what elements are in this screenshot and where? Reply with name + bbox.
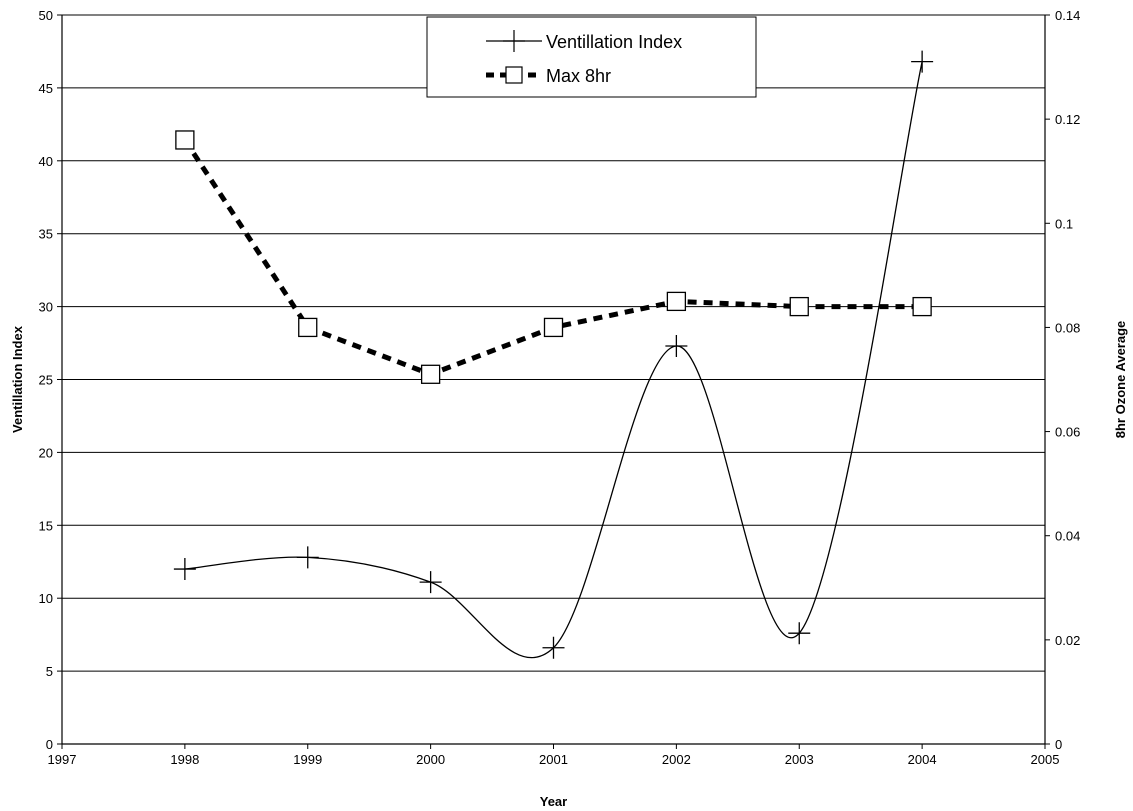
axes: 0 5 10 15 20 25 30 35 40 45 50 0 0.02 0.04 0.06 0.08 0.1… xyxy=(39,8,1081,767)
y-tick-label: 50 xyxy=(39,8,53,23)
legend-label-max-8hr: Max 8hr xyxy=(546,66,611,86)
data-point-max-8hr xyxy=(666,291,687,312)
legend-box xyxy=(426,16,757,98)
y2-tick-label: 0.1 xyxy=(1055,216,1073,231)
data-point-max-8hr xyxy=(543,317,564,338)
y2-tick-label: 0.04 xyxy=(1055,529,1080,544)
y-tick-label: 15 xyxy=(39,518,53,533)
y-tick-label: 0 xyxy=(46,737,53,752)
data-point-max-8hr xyxy=(912,296,932,317)
y2-axis-title: 8hr Ozone Average xyxy=(1113,321,1128,439)
x-tick-label: 2004 xyxy=(908,752,937,767)
y-tick-label: 5 xyxy=(46,664,53,679)
y2-tick-label: 0.06 xyxy=(1055,425,1080,440)
y2-tick-label: 0.08 xyxy=(1055,320,1080,335)
data-point-ventillation-index xyxy=(419,571,442,594)
series-line-ventillation-index xyxy=(184,61,923,659)
plot-area xyxy=(173,50,934,659)
y2-tick-label: 0.12 xyxy=(1055,112,1080,127)
x-tick-label: 2005 xyxy=(1031,752,1060,767)
x-tick-label: 2002 xyxy=(662,752,691,767)
x-tick-label: 1997 xyxy=(48,752,77,767)
y-tick-label: 35 xyxy=(39,227,53,242)
y-axis-title: Ventillation Index xyxy=(10,325,25,433)
legend: Ventillation Index Max 8hr xyxy=(426,16,757,98)
y-tick-label: 45 xyxy=(39,81,53,96)
data-point-max-8hr xyxy=(175,130,195,150)
y2-tick-label: 0.14 xyxy=(1055,8,1080,23)
legend-label-ventillation-index: Ventillation Index xyxy=(546,32,682,52)
series-line-max-8hr xyxy=(182,138,923,377)
data-point-max-8hr xyxy=(789,296,809,317)
y-tick-label: 30 xyxy=(39,300,53,315)
data-point-max-8hr xyxy=(420,364,441,384)
x-axis-title: Year xyxy=(540,794,567,809)
legend-marker-square xyxy=(505,66,523,84)
y-tick-label: 25 xyxy=(39,373,53,388)
y-tick-label: 40 xyxy=(39,154,53,169)
data-point-ventillation-index xyxy=(542,636,565,659)
data-point-ventillation-index xyxy=(665,334,688,357)
gridlines xyxy=(62,14,1045,672)
x-tick-label: 1998 xyxy=(170,752,199,767)
data-point-ventillation-index xyxy=(788,622,811,645)
y-tick-label: 10 xyxy=(39,591,53,606)
data-point-ventillation-index xyxy=(173,558,196,581)
data-point-ventillation-index xyxy=(911,50,934,73)
x-tick-label: 2001 xyxy=(539,752,568,767)
data-point-ventillation-index xyxy=(296,546,319,569)
x-tick-label: 1999 xyxy=(293,752,322,767)
legend-marker-plus xyxy=(503,30,525,52)
y2-tick-label: 0 xyxy=(1055,737,1062,752)
x-tick-label: 2003 xyxy=(785,752,814,767)
y-tick-label: 20 xyxy=(39,445,53,460)
x-tick-label: 2000 xyxy=(416,752,445,767)
y2-tick-label: 0.02 xyxy=(1055,633,1080,648)
data-point-max-8hr xyxy=(298,317,318,338)
